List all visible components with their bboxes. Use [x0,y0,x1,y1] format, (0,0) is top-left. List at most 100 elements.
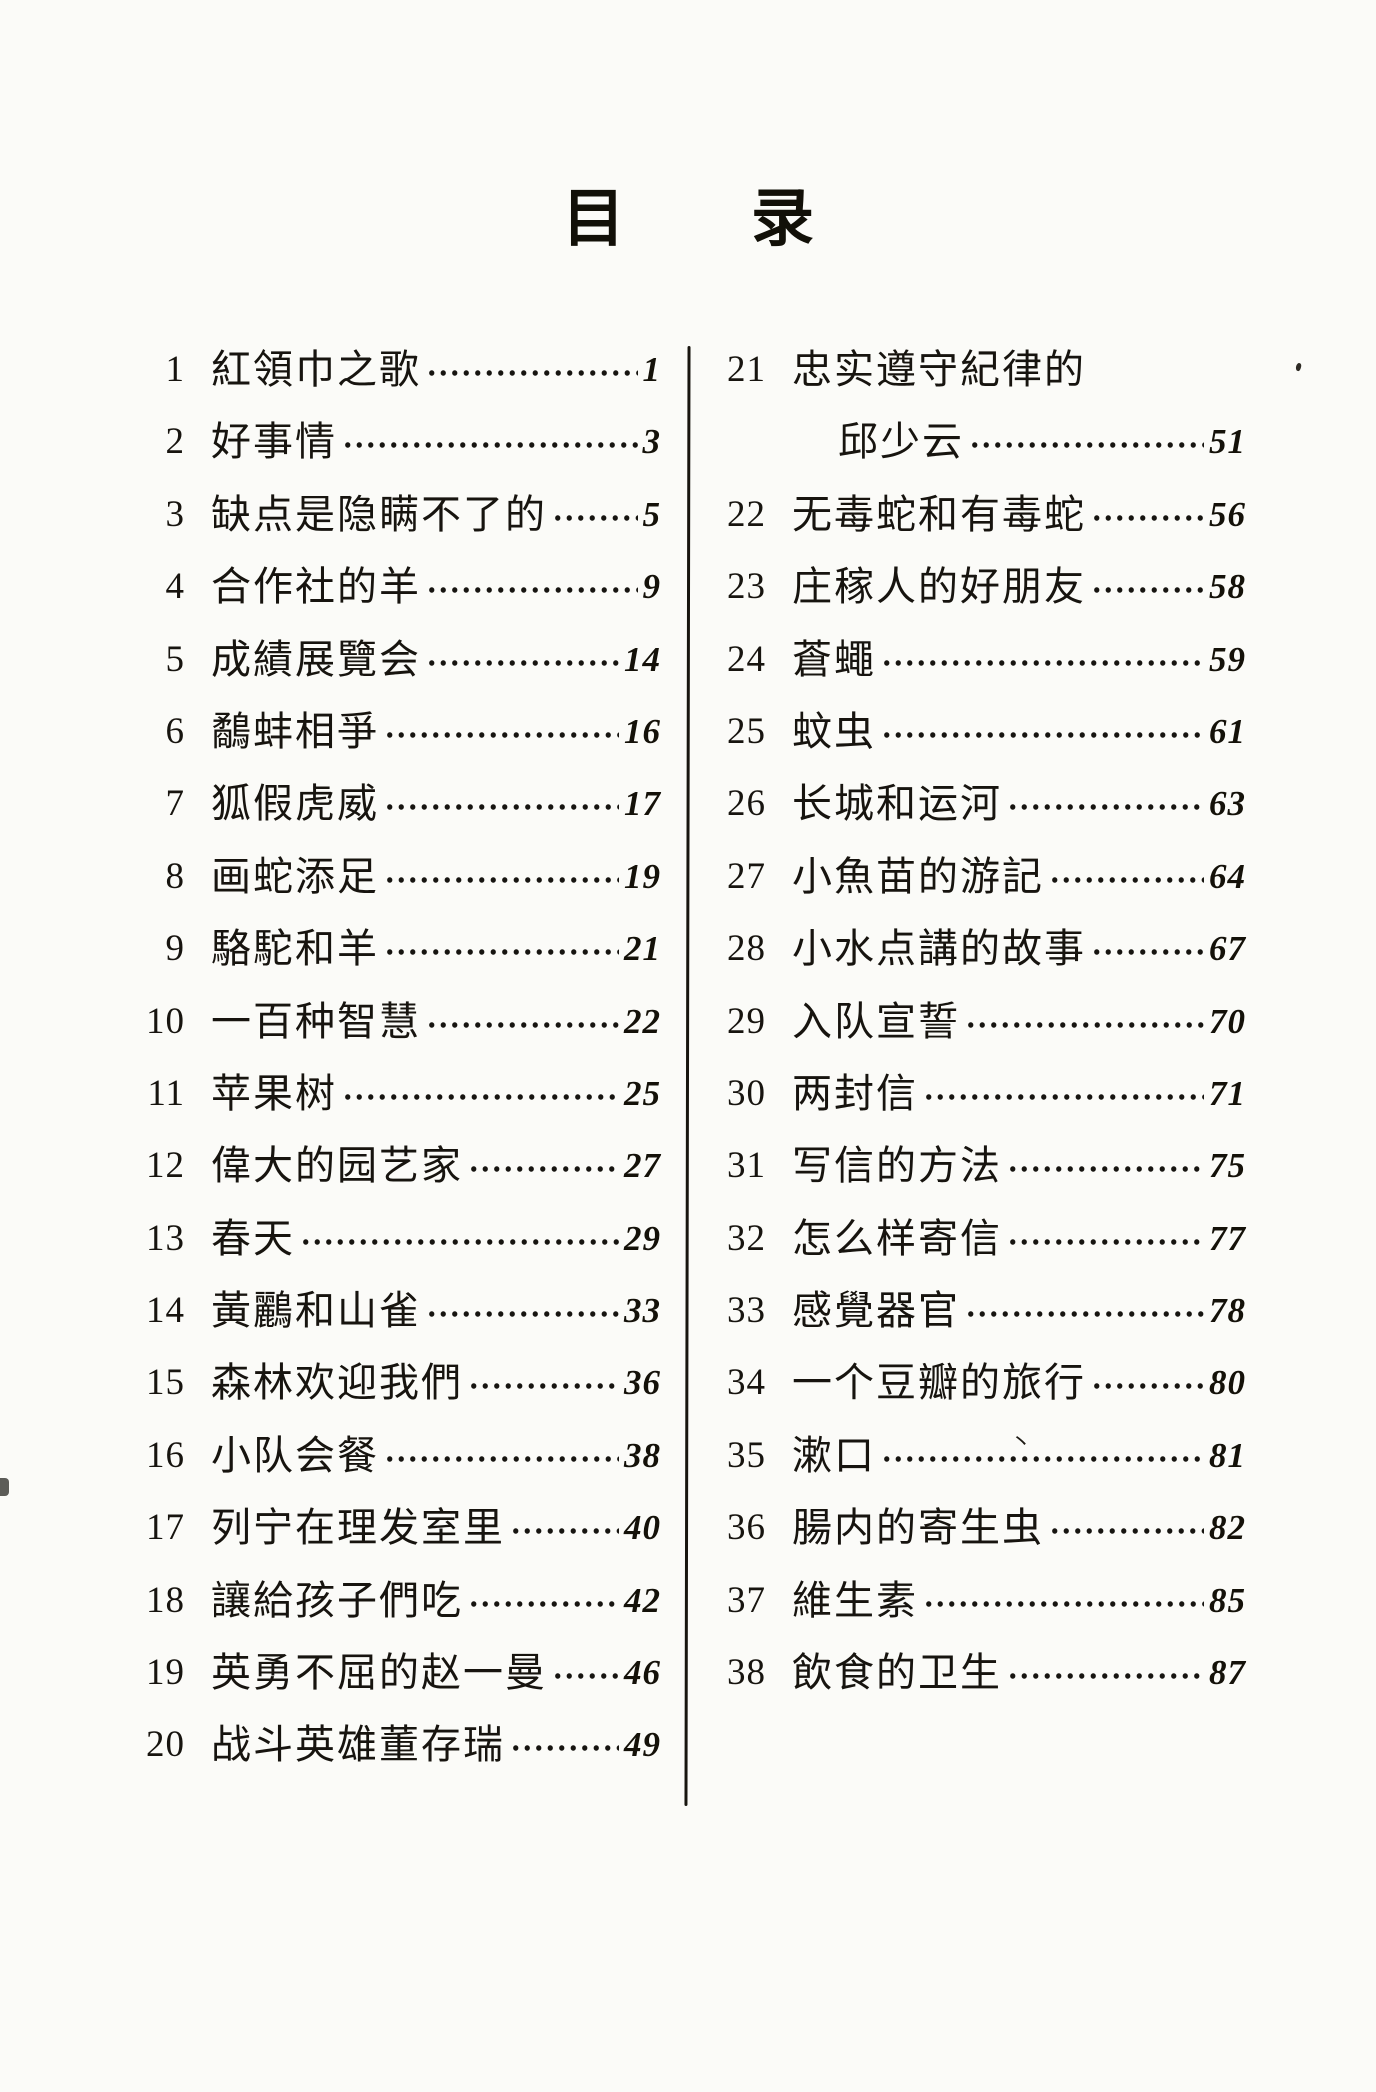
toc-entry-row: 15 森林欢迎我們 36 [133,1360,661,1432]
entry-number: 24 [727,638,766,680]
toc-column-right: 21 忠实遵守紀律的 邱少云 51 22 无毒蛇和有毒蛇 56 23 庄稼人的好朋友 58 24 蒼蠅… [718,347,1246,1722]
entry-page-number: 14 [624,639,661,679]
toc-entry-row: 10 一百种智慧 22 [133,998,661,1071]
dot-leader [963,1288,1204,1335]
dot-leader [1005,1650,1204,1697]
scan-edge-artifact [0,1478,9,1496]
dot-leader [1089,491,1204,538]
entry-title: 小队会餐 [211,1432,379,1478]
entry-title: 缺点是隐瞒不了的 [211,491,547,537]
toc-entry-row: 9 駱駝和羊 21 [133,926,661,998]
toc-entry-row: 36 腸内的寄生虫 82 [718,1505,1246,1577]
entry-title: 偉大的园艺家 [211,1143,463,1189]
entry-title: 飲食的卫生 [792,1650,1002,1696]
entry-number: 7 [165,783,185,825]
toc-entry-row: 5 成績展覽会 14 [133,636,661,709]
entry-number: 19 [146,1652,185,1694]
entry-title: 小魚苗的游記 [792,853,1044,899]
dot-leader [382,926,619,973]
entry-page-number: 82 [1209,1508,1246,1548]
entry-number: 37 [727,1579,766,1621]
toc-entry-row: 31 写信的方法 75 [718,1143,1246,1215]
toc-entry-row: 33 感覺器官 78 [718,1288,1246,1360]
dot-leader [298,1215,619,1262]
entry-number: 2 [165,421,185,463]
dot-leader [382,853,619,900]
dot-leader [340,419,638,466]
entry-number: 5 [165,638,185,680]
entry-page-number: 87 [1209,1653,1246,1693]
entry-number: 12 [146,1145,185,1187]
entry-title: 无毒蛇和有毒蛇 [792,491,1086,537]
dot-leader [508,1505,619,1552]
toc-entry-row: 27 小魚苗的游記 64 [718,853,1246,926]
entry-number: 21 [727,349,766,390]
dot-leader [424,347,638,393]
entry-number: 30 [727,1072,766,1114]
toc-entry-row: 19 英勇不屈的赵一曼 46 [133,1650,661,1722]
entry-title: 庄稼人的好朋友 [792,564,1086,610]
entry-title: 两封信 [792,1070,918,1116]
entry-number: 23 [727,566,766,608]
toc-entry-row: 34 一个豆瓣的旅行 80 [718,1360,1246,1432]
entry-title: 鷸蚌相爭 [211,708,379,754]
dot-leader [550,1650,619,1697]
ink-speck [1294,362,1303,372]
entry-number: 3 [165,493,185,535]
toc-entry-row: 17 列宁在理发室里 40 [133,1505,661,1577]
entry-page-number: 78 [1209,1291,1246,1331]
entry-title: 黃鸝和山雀 [211,1288,421,1334]
dot-leader [1005,781,1204,828]
entry-page-number: 58 [1209,567,1246,607]
entry-title: 忠实遵守紀律的 [792,347,1086,392]
entry-number: 35 [727,1434,766,1476]
entry-page-number: 29 [624,1218,661,1258]
entry-page-number: 38 [624,1435,661,1475]
entry-page-number: 33 [624,1291,661,1331]
entry-page-number: 22 [624,1001,661,1041]
entry-number: 31 [727,1145,766,1187]
toc-entry-row: 13 春天 29 [133,1215,661,1288]
dot-leader [879,636,1204,683]
entry-page-number: 21 [624,929,661,969]
dot-leader [550,491,638,538]
entry-page-number: 40 [624,1508,661,1548]
entry-title: 森林欢迎我們 [211,1360,463,1406]
dot-leader [879,1432,1204,1479]
entry-title: 合作社的羊 [211,564,421,610]
entry-page-number: 3 [642,422,661,462]
entry-number: 25 [727,710,766,752]
entry-number: 29 [727,1000,766,1042]
toc-entry-row: 38 飲食的卫生 87 [718,1650,1246,1722]
entry-number: 15 [146,1362,185,1404]
entry-title: 苹果树 [211,1070,337,1116]
entry-title: 感覺器官 [792,1288,960,1334]
entry-page-number: 81 [1209,1435,1246,1475]
entry-number: 4 [165,566,185,608]
entry-page-number: 46 [624,1653,661,1693]
dot-leader [466,1577,619,1624]
entry-page-number: 49 [624,1725,661,1765]
entry-number: 10 [146,1000,185,1042]
dot-leader [963,998,1204,1045]
dot-leader [382,781,619,828]
entry-number: 20 [146,1724,185,1766]
entry-title: 腸内的寄生虫 [792,1505,1044,1551]
entry-title: 蒼蠅 [792,636,876,682]
dot-leader [466,1143,619,1190]
entry-number: 9 [165,928,185,970]
entry-number: 17 [146,1507,185,1549]
entry-number: 33 [727,1290,766,1332]
entry-title: 写信的方法 [792,1143,1002,1189]
dot-leader [1047,1505,1204,1552]
entry-number: 13 [146,1217,185,1259]
dot-leader [424,636,619,683]
entry-page-number: 77 [1209,1218,1246,1258]
entry-page-number: 17 [624,784,661,824]
entry-page-number: 64 [1209,856,1246,896]
dot-leader [1005,1215,1204,1262]
entry-title: 入队宣誓 [792,998,960,1044]
entry-page-number: 56 [1209,494,1246,534]
entry-title: 狐假虎威 [211,781,379,827]
entry-page-number: 67 [1209,929,1246,969]
